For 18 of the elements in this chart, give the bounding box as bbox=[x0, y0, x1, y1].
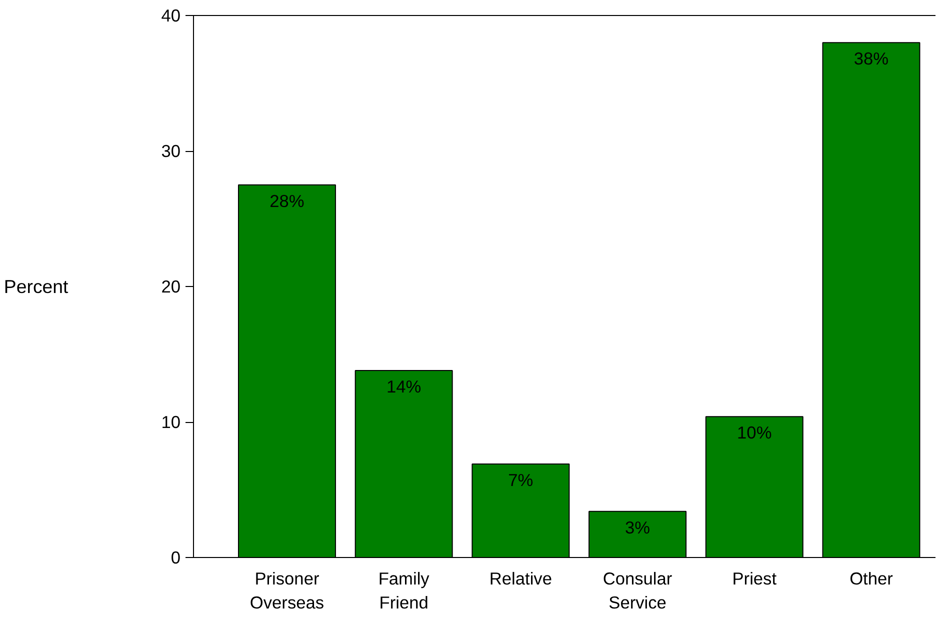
y-tick-label: 40 bbox=[161, 6, 181, 26]
x-tick-label: Prisoner Overseas bbox=[250, 568, 324, 612]
data-label: 38% bbox=[854, 48, 889, 69]
x-tick-label: Consular Service bbox=[602, 568, 672, 612]
x-tick-label: Other bbox=[850, 568, 894, 588]
data-label: 14% bbox=[386, 376, 422, 397]
y-tick-label: 10 bbox=[161, 412, 181, 432]
y-tick-label: 0 bbox=[170, 548, 181, 568]
y-axis-title: Percent bbox=[4, 276, 70, 297]
data-label: 7% bbox=[508, 470, 534, 490]
data-label: 3% bbox=[625, 517, 650, 538]
data-label: 28% bbox=[270, 190, 304, 211]
y-tick-label: 20 bbox=[161, 276, 181, 296]
data-label: 10% bbox=[737, 422, 772, 443]
x-tick-label: Relative bbox=[489, 568, 552, 588]
y-tick-label: 30 bbox=[161, 141, 181, 161]
x-tick-label: Family Friend bbox=[378, 568, 430, 612]
x-tick-label: Priest bbox=[732, 568, 777, 588]
